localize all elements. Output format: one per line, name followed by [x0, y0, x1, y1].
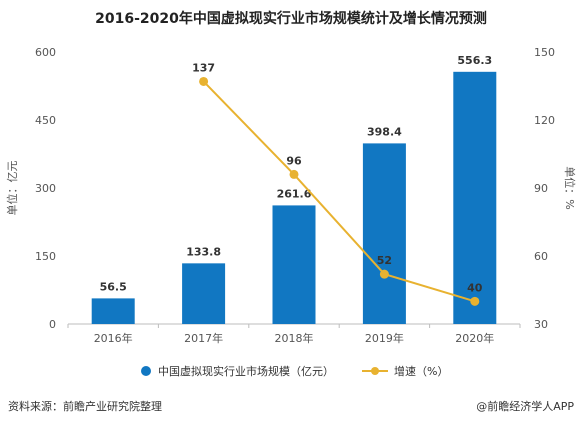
growth-line: [202, 80, 476, 303]
line-data-label: 40: [467, 281, 483, 294]
source-note: 资料来源：前瞻产业研究院整理: [8, 400, 162, 413]
bar: [272, 205, 316, 324]
brand-credit: @前瞻经济学人APP: [476, 400, 574, 413]
bar: [453, 71, 497, 324]
y2-tick-label: 150: [534, 46, 555, 59]
x-tick-label: 2019年: [365, 331, 404, 345]
y-axis-label: 单位：亿元: [5, 161, 19, 216]
chart-title: 2016-2020年中国虚拟现实行业市场规模统计及增长情况预测: [95, 11, 487, 27]
bar-data-label: 398.4: [367, 125, 402, 138]
line-point: [289, 169, 299, 179]
bar: [362, 143, 406, 324]
x-tick-label: 2018年: [275, 331, 314, 345]
line-data-label: 137: [192, 61, 215, 74]
legend-bar-marker: [141, 366, 151, 376]
line-point: [470, 296, 480, 306]
line-point: [379, 269, 389, 279]
y2-tick-label: 90: [534, 182, 548, 195]
bar-data-label: 261.6: [277, 187, 312, 200]
y-tick-label: 0: [49, 318, 56, 331]
y-tick-label: 300: [35, 182, 56, 195]
y2-tick-label: 60: [534, 250, 548, 263]
bar: [182, 263, 226, 324]
y-tick-label: 450: [35, 114, 56, 127]
line-data-label: 96: [286, 154, 302, 167]
y-tick-label: 600: [35, 46, 56, 59]
y2-tick-label: 120: [534, 114, 555, 127]
y2-tick-label: 30: [534, 318, 548, 331]
legend-bar-label: 中国虚拟现实行业市场规模（亿元）: [158, 364, 334, 378]
bar-data-label: 556.3: [457, 54, 492, 67]
x-tick-label: 2016年: [94, 331, 133, 345]
x-tick-label: 2017年: [184, 331, 223, 345]
bar-data-label: 133.8: [186, 245, 221, 258]
bar-data-label: 56.5: [100, 280, 127, 293]
line-point: [199, 76, 209, 86]
x-tick-label: 2020年: [455, 331, 494, 345]
legend-line-label: 增速（%）: [394, 364, 448, 378]
line-data-label: 52: [377, 254, 392, 267]
y2-axis-label: 单位：%: [563, 166, 577, 209]
legend-line-dot: [371, 367, 379, 375]
y-tick-label: 150: [35, 250, 56, 263]
bar: [91, 298, 135, 324]
